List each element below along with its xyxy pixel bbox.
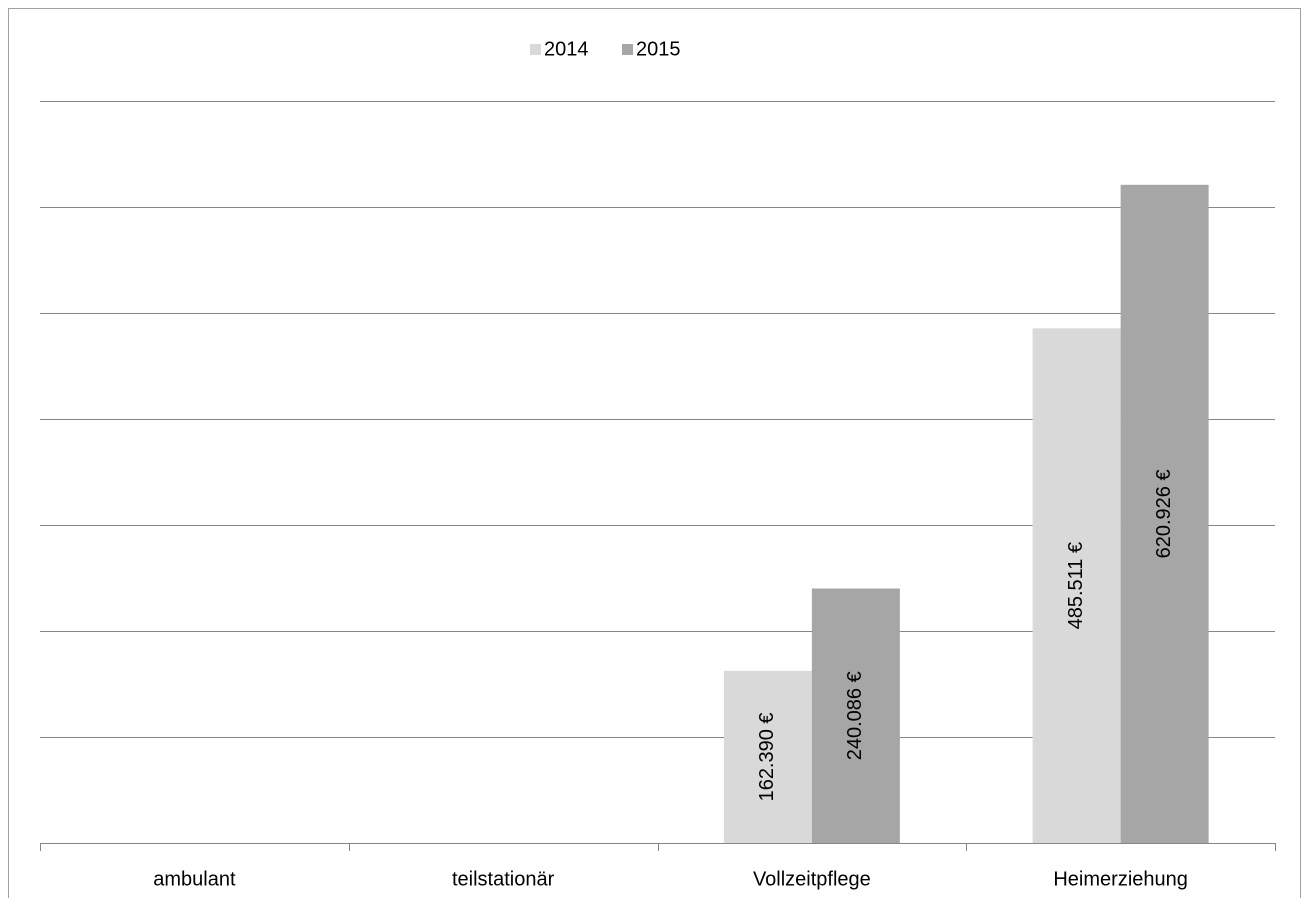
bar [811, 588, 900, 843]
legend-swatch [622, 44, 633, 55]
legend-swatch [530, 44, 541, 55]
bar [723, 670, 812, 843]
x-tick-label: teilstationär [452, 868, 555, 890]
x-tick-label: Heimerziehung [1053, 868, 1188, 890]
x-tick-label: ambulant [153, 868, 236, 890]
data-label: 162.390 € [756, 712, 778, 801]
bar [1032, 328, 1121, 843]
x-tick-label: Vollzeitpflege [753, 868, 871, 890]
legend-label: 2014 [544, 38, 589, 60]
legend-label: 2015 [636, 38, 681, 60]
bar [1120, 184, 1209, 844]
data-label: 485.511 € [1065, 542, 1087, 630]
data-label: 240.086 € [844, 671, 866, 760]
data-label: 620.926 € [1153, 469, 1175, 558]
chart-frame [8, 8, 1301, 898]
